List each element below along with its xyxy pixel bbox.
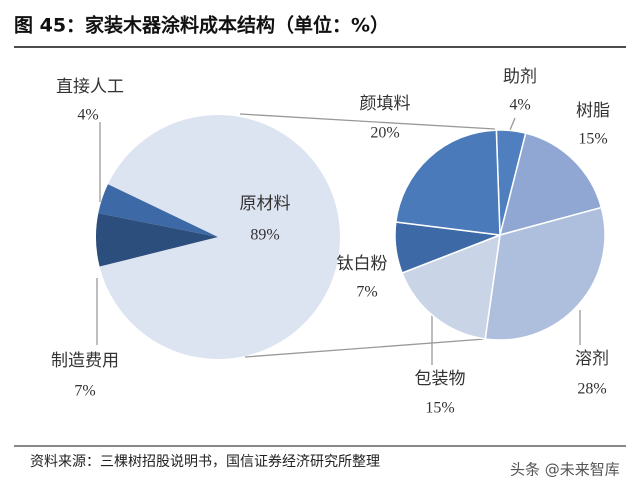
source: 资料来源：三棵树招股说明书，国信证券经济研究所整理 (30, 454, 380, 470)
value-label: 28% (577, 381, 606, 398)
value-label: 20% (370, 125, 399, 142)
pie-slice (498, 132, 603, 237)
value-label: 4% (77, 107, 98, 124)
pie-slice (394, 129, 501, 236)
pie-slice (484, 206, 606, 341)
slice-label: 制造费用 (51, 351, 119, 370)
pie-slice (98, 184, 218, 237)
pie-slice (401, 233, 501, 340)
watermark: 头条 @未来智库 (510, 461, 620, 479)
value-label: 89% (250, 227, 279, 244)
value-label: 4% (509, 97, 530, 114)
value-label: 7% (74, 383, 95, 400)
slice-label: 包装物 (415, 369, 466, 388)
value-label: 15% (425, 400, 454, 417)
pie-slice (96, 213, 218, 267)
slice-label: 树脂 (576, 101, 610, 120)
slice-label: 溶剂 (575, 349, 609, 368)
chart-title: 图 45：家装木器涂料成本结构（单位：%） (14, 14, 389, 37)
slice-label: 钛白粉 (337, 254, 388, 273)
slice-label: 颜填料 (360, 94, 411, 113)
connector (244, 338, 486, 358)
pie-slice (99, 114, 340, 359)
value-label: 7% (356, 284, 377, 301)
slice-label: 助剂 (503, 67, 537, 86)
slice-label: 直接人工 (56, 77, 124, 96)
slice-label: 原材料 (240, 194, 291, 213)
value-label: 15% (578, 131, 607, 148)
connector (239, 113, 496, 130)
leader-line (509, 117, 516, 131)
